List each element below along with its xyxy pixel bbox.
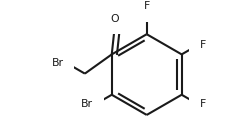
Text: O: O <box>110 14 118 24</box>
Text: Br: Br <box>81 99 93 109</box>
Text: F: F <box>143 1 149 11</box>
Text: Br: Br <box>52 58 63 68</box>
Text: F: F <box>199 40 206 50</box>
Text: F: F <box>199 99 206 109</box>
